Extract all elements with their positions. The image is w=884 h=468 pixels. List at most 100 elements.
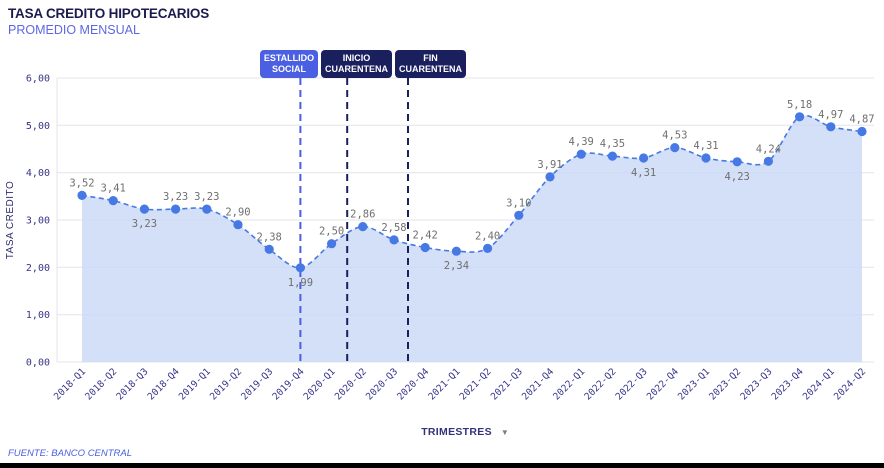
bottom-border — [0, 463, 884, 468]
data-point-label: 3,52 — [69, 177, 94, 189]
data-point-label: 4,53 — [662, 130, 687, 142]
data-point — [732, 157, 742, 167]
data-point — [233, 220, 243, 230]
data-point-label: 4,39 — [569, 136, 594, 148]
y-tick-label: 0,00 — [26, 358, 50, 369]
data-point-label: 4,35 — [600, 138, 625, 150]
data-point — [795, 112, 805, 122]
x-tick-label: 2020-Q2 — [333, 366, 369, 402]
x-tick-label: 2024-Q2 — [832, 366, 868, 402]
data-point — [108, 196, 118, 206]
x-tick-label: 2022-Q4 — [645, 366, 681, 402]
data-point — [545, 172, 555, 182]
x-tick-label: 2023-Q3 — [738, 366, 774, 402]
annotation-chip-estallido-social: ESTALLIDO SOCIAL — [260, 50, 318, 78]
x-tick-label: 2023-Q4 — [770, 366, 806, 402]
y-tick-label: 3,00 — [26, 216, 50, 227]
y-tick-label: 4,00 — [26, 168, 50, 179]
data-point-label: 2,42 — [413, 230, 438, 242]
data-point-label: 4,23 — [725, 171, 750, 183]
x-tick-label: 2021-Q1 — [426, 366, 462, 402]
x-tick-label: 2024-Q1 — [801, 366, 837, 402]
data-point — [77, 190, 87, 200]
x-axis-selector-label: TRIMESTRES — [421, 426, 492, 438]
data-point-label: 5,18 — [787, 99, 812, 111]
x-tick-label: 2020-Q3 — [364, 366, 400, 402]
chart-header: TASA CREDITO HIPOTECARIOS PROMEDIO MENSU… — [8, 6, 209, 38]
data-point — [139, 204, 149, 214]
x-tick-label: 2019-Q1 — [177, 366, 213, 402]
data-point — [670, 143, 680, 153]
data-point-label: 3,23 — [132, 218, 157, 230]
data-point — [701, 153, 711, 163]
data-point-label: 2,86 — [350, 209, 375, 221]
y-tick-label: 2,00 — [26, 263, 50, 274]
data-point-label: 3,41 — [101, 183, 126, 195]
x-tick-label: 2022-Q1 — [551, 366, 587, 402]
x-tick-label: 2019-Q3 — [239, 366, 275, 402]
data-point-label: 3,23 — [163, 191, 188, 203]
chevron-down-icon: ▼ — [500, 427, 509, 437]
data-point-label: 2,90 — [225, 207, 250, 219]
y-axis-title: TASA CREDITO — [5, 181, 16, 259]
data-point-label: 4,97 — [818, 109, 843, 121]
y-tick-label: 5,00 — [26, 121, 50, 132]
data-point-label: 4,31 — [693, 140, 718, 152]
source-note: FUENTE: BANCO CENTRAL — [8, 448, 133, 459]
x-tick-label: 2019-Q4 — [270, 366, 306, 402]
data-point-label: 4,31 — [631, 167, 656, 179]
data-point-label: 2,38 — [257, 231, 282, 243]
data-point — [420, 242, 430, 253]
data-point — [607, 151, 618, 161]
data-point-label: 2,40 — [475, 230, 500, 242]
annotation-chip-inicio-cuarentena: INICIO CUARENTENA — [321, 50, 392, 78]
y-tick-label: 6,00 — [26, 74, 50, 85]
data-point — [639, 153, 649, 163]
data-point-label: 3,91 — [537, 159, 562, 171]
x-tick-label: 2021-Q3 — [489, 366, 525, 402]
x-tick-label: 2020-Q1 — [302, 366, 338, 402]
x-tick-label: 2018-Q4 — [146, 366, 182, 402]
x-tick-label: 2023-Q1 — [676, 366, 712, 402]
x-tick-label: 2018-Q3 — [114, 366, 150, 402]
x-tick-label: 2019-Q2 — [208, 366, 244, 402]
data-point — [514, 210, 524, 220]
chart-subtitle: PROMEDIO MENSUAL — [8, 23, 140, 37]
data-point — [171, 204, 181, 214]
annotation-chip-fin-cuarentena: FIN CUARENTENA — [395, 50, 466, 78]
x-tick-label: 2023-Q2 — [707, 366, 743, 402]
data-point-label: 4,87 — [849, 114, 874, 126]
data-point — [389, 235, 399, 245]
chart-title: TASA CREDITO HIPOTECARIOS — [8, 6, 210, 21]
data-point — [857, 126, 867, 137]
x-axis-selector[interactable]: TRIMESTRES ▼ — [380, 426, 550, 438]
data-point-label: 1,99 — [288, 277, 313, 289]
x-tick-label: 2018-Q1 — [52, 366, 88, 402]
x-tick-label: 2018-Q2 — [83, 366, 119, 402]
data-point — [327, 239, 337, 249]
data-point-label: 3,23 — [194, 191, 219, 203]
data-point-label: 4,24 — [756, 143, 781, 155]
x-tick-label: 2020-Q4 — [395, 366, 431, 402]
data-point — [576, 149, 586, 159]
y-tick-label: 1,00 — [26, 310, 50, 321]
data-point — [483, 243, 493, 253]
x-tick-label: 2021-Q2 — [458, 366, 494, 402]
data-point — [763, 156, 774, 166]
data-point-label: 2,34 — [444, 260, 469, 272]
data-point — [202, 204, 212, 214]
x-tick-label: 2022-Q3 — [614, 366, 650, 402]
data-point-label: 3,10 — [506, 197, 531, 209]
x-tick-label: 2022-Q2 — [582, 366, 618, 402]
area-fill — [82, 115, 862, 362]
data-point — [451, 246, 461, 256]
x-tick-label: 2021-Q4 — [520, 366, 556, 402]
data-point-label: 2,50 — [319, 226, 344, 238]
data-point-label: 2,58 — [381, 222, 406, 234]
data-point — [295, 263, 305, 273]
data-point — [358, 222, 368, 232]
data-point — [264, 244, 274, 254]
data-point — [826, 122, 836, 132]
